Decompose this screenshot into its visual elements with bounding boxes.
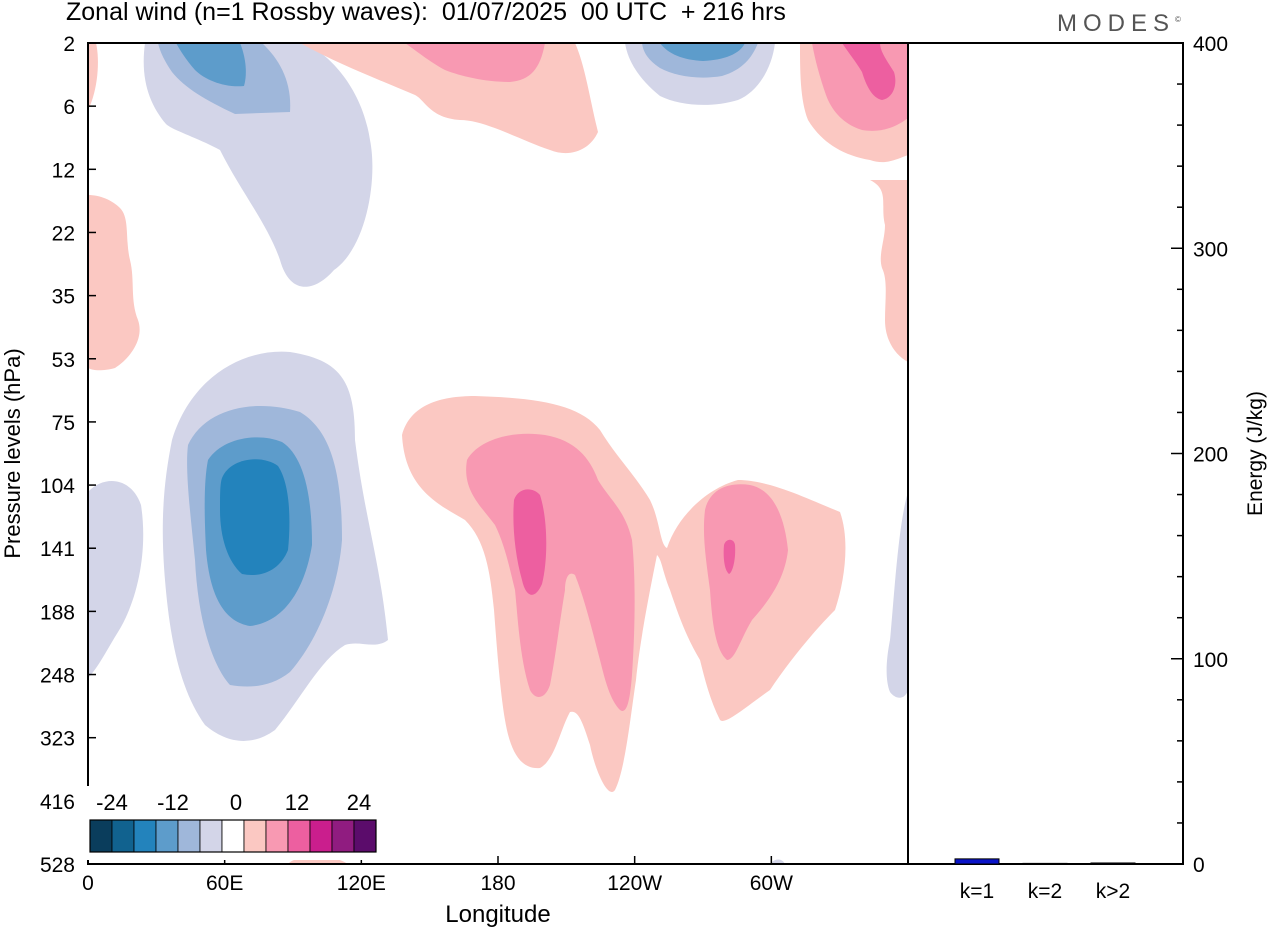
chart-title: Zonal wind (n=1 Rossby waves): 01/07/202… [66, 0, 786, 26]
energy-bar-1 [954, 858, 1000, 865]
energy-category-label: k>2 [1096, 880, 1130, 903]
colorbar-swatch [133, 819, 157, 853]
x-tick-label: 120E [337, 872, 386, 895]
colorbar-label: -24 [96, 790, 128, 815]
positive-contour-19 [88, 195, 140, 371]
colorbar-label: 12 [285, 790, 309, 815]
colorbar-label: 24 [347, 790, 371, 815]
energy-category-label: k=2 [1028, 880, 1062, 903]
y-tick-label: 104 [40, 475, 75, 498]
y-tick-label: 188 [40, 601, 75, 624]
energy-category-label: k=1 [960, 880, 994, 903]
y-tick-label: 528 [40, 854, 75, 877]
colorbar-swatch [199, 819, 223, 853]
x-tick-label: 0 [82, 872, 94, 895]
colorbar: -24 -12 0 12 24 [84, 786, 384, 860]
colorbar-swatch [353, 819, 377, 853]
colorbar-label: 0 [230, 790, 242, 815]
brand-name: MODES [1057, 10, 1176, 37]
y-tick-label: 75 [52, 412, 75, 435]
colorbar-swatch [155, 819, 179, 853]
y-tick-label: 35 [52, 286, 75, 309]
colorbar-swatch [287, 819, 311, 853]
colorbar-swatch [221, 819, 245, 853]
colorbar-swatch [111, 819, 135, 853]
y-tick-label: 248 [40, 665, 75, 688]
y-tick-label: 323 [40, 728, 75, 751]
energy-tick-label: 200 [1193, 444, 1228, 467]
positive-contour-23 [703, 484, 788, 660]
axes: 2 6 12 22 35 53 75 104 141 188 248 323 416 528 Pressur… [0, 33, 1267, 928]
negative-contour-9 [220, 459, 290, 575]
negative-contour-2 [176, 43, 246, 87]
energy-tick-label: 100 [1193, 649, 1228, 672]
colorbar-frame [89, 819, 377, 853]
brand-logo: MODES© [1057, 10, 1181, 38]
positive-contour-14 [405, 43, 545, 82]
positive-contour-22 [466, 433, 635, 711]
contour-field [88, 43, 908, 864]
positive-contour-17 [842, 43, 896, 100]
colorbar-label: -12 [157, 790, 189, 815]
positive-contour-20 [870, 180, 908, 362]
colorbar-swatch [177, 819, 201, 853]
y-tick-label: 416 [40, 791, 75, 814]
energy-axis-label: Energy (J/kg) [1244, 391, 1267, 516]
energy-bar-2 [1022, 862, 1068, 865]
colorbar-swatch [309, 819, 333, 853]
colorbar-swatch [89, 819, 113, 853]
x-tick-label: 180 [480, 872, 515, 895]
y-tick-label: 6 [63, 96, 75, 119]
y-tick-label: 53 [52, 349, 75, 372]
positive-contour-24 [513, 489, 547, 595]
energy-frame [907, 42, 1184, 865]
energy-tick-label: 300 [1193, 238, 1228, 261]
energy-tick-label: 0 [1193, 854, 1205, 877]
negative-contour-10 [88, 481, 144, 678]
negative-contour-0 [143, 43, 373, 287]
y-tick-label: 12 [52, 159, 75, 182]
y-tick-label: 2 [63, 33, 75, 56]
positive-contour-18 [88, 43, 98, 110]
x-tick-label: 60E [206, 872, 243, 895]
x-axis-label: Longitude [445, 901, 550, 928]
x-tick-label: 60W [750, 872, 793, 895]
colorbar-swatch [331, 819, 355, 853]
y-tick-label: 141 [40, 538, 75, 561]
y-axis-label: Pressure levels (hPa) [0, 348, 25, 558]
y-tick-label: 22 [52, 222, 75, 245]
negative-contour-11 [886, 492, 908, 698]
negative-contour-5 [660, 43, 745, 61]
brand-mark: © [1175, 15, 1181, 24]
energy-bar-3 [1090, 862, 1136, 865]
colorbar-swatch [243, 819, 267, 853]
x-tick-label: 120W [607, 872, 662, 895]
colorbar-swatch [265, 819, 289, 853]
energy-bars: k=1 k=2 k>2 [954, 858, 1136, 903]
energy-tick-label: 400 [1193, 33, 1228, 56]
positive-contour-25 [723, 539, 736, 574]
negative-contour-12 [770, 859, 785, 864]
